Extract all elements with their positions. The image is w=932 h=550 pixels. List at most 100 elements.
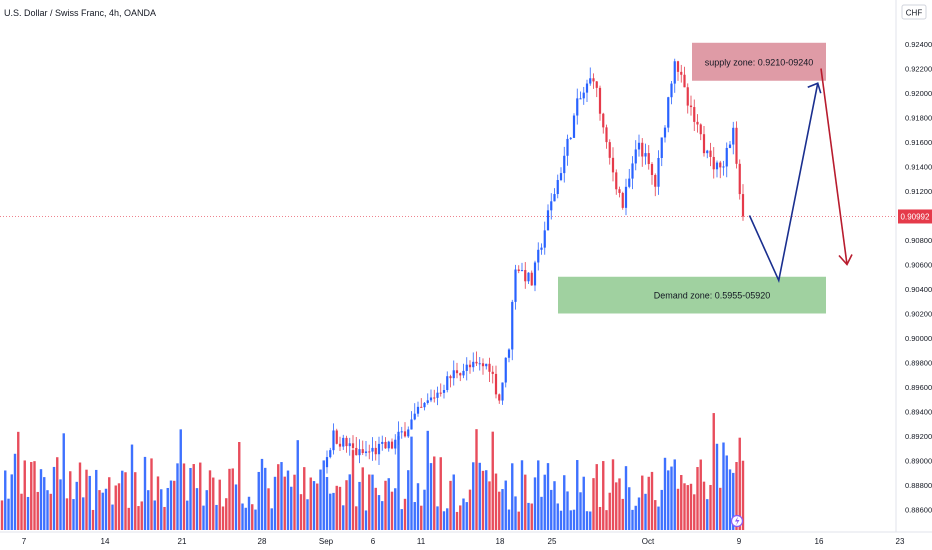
candle-body[interactable] — [582, 92, 585, 99]
currency-label[interactable]: CHF — [906, 9, 923, 18]
candle-body[interactable] — [728, 144, 732, 148]
candle-body[interactable] — [644, 153, 647, 157]
candle-body[interactable] — [533, 262, 537, 286]
candle-body[interactable] — [429, 397, 433, 401]
candle-body[interactable] — [325, 457, 329, 468]
candle-body[interactable] — [702, 134, 706, 154]
candle-body[interactable] — [455, 370, 459, 374]
candle-body[interactable] — [556, 180, 559, 195]
candle-body[interactable] — [598, 87, 602, 114]
candle-body[interactable] — [530, 272, 533, 286]
candle-body[interactable] — [615, 172, 618, 190]
candle-body[interactable] — [637, 142, 641, 150]
candle-body[interactable] — [722, 166, 725, 168]
candle-body[interactable] — [579, 98, 582, 100]
candle-body[interactable] — [494, 373, 498, 395]
candle-body[interactable] — [387, 441, 390, 449]
candle-body[interactable] — [663, 127, 667, 138]
candle-body[interactable] — [693, 107, 696, 122]
candle-body[interactable] — [413, 413, 416, 420]
candle-body[interactable] — [592, 78, 595, 82]
candle-body[interactable] — [735, 127, 738, 164]
candle-body[interactable] — [426, 400, 429, 403]
candle-body[interactable] — [390, 441, 394, 449]
supply-zone[interactable] — [692, 42, 826, 81]
candle-body[interactable] — [491, 371, 494, 374]
candle-body[interactable] — [550, 201, 553, 211]
candle-body[interactable] — [511, 301, 514, 350]
candle-body[interactable] — [624, 186, 628, 208]
candle-body[interactable] — [452, 370, 455, 379]
candle-body[interactable] — [686, 87, 689, 106]
candle-body[interactable] — [650, 164, 654, 175]
candle-body[interactable] — [475, 361, 478, 364]
candle-body[interactable] — [468, 364, 472, 368]
candle-body[interactable] — [634, 149, 637, 164]
candle-body[interactable] — [397, 431, 400, 440]
candle-body[interactable] — [741, 194, 745, 217]
candle-body[interactable] — [345, 437, 348, 447]
candle-body[interactable] — [498, 394, 501, 401]
candle-body[interactable] — [527, 272, 530, 282]
candle-body[interactable] — [667, 97, 670, 128]
candle-body[interactable] — [329, 450, 332, 458]
candle-body[interactable] — [384, 441, 387, 449]
candle-body[interactable] — [381, 441, 384, 444]
candle-body[interactable] — [462, 370, 465, 376]
candle-body[interactable] — [374, 447, 377, 455]
candle-body[interactable] — [355, 447, 358, 456]
candle-body[interactable] — [576, 98, 579, 116]
candle-body[interactable] — [485, 363, 488, 367]
candle-body[interactable] — [725, 147, 728, 167]
candle-body[interactable] — [423, 402, 426, 408]
candle-body[interactable] — [514, 269, 517, 302]
candle-body[interactable] — [706, 150, 709, 154]
candle-body[interactable] — [572, 115, 576, 138]
candle-body[interactable] — [712, 156, 715, 170]
candle-body[interactable] — [504, 357, 507, 383]
candle-body[interactable] — [699, 124, 702, 135]
candle-body[interactable] — [520, 270, 524, 272]
candle-body[interactable] — [660, 137, 663, 158]
candle-body[interactable] — [608, 142, 611, 158]
candle-body[interactable] — [641, 142, 644, 157]
candle-body[interactable] — [673, 61, 676, 84]
candle-body[interactable] — [543, 230, 546, 248]
candle-body[interactable] — [394, 439, 397, 449]
candle-body[interactable] — [732, 127, 735, 145]
candle-body[interactable] — [546, 210, 550, 231]
candle-body[interactable] — [358, 449, 361, 456]
candle-body[interactable] — [403, 431, 407, 437]
candle-body[interactable] — [589, 78, 592, 84]
candle-body[interactable] — [410, 419, 413, 430]
candle-body[interactable] — [439, 392, 442, 394]
candle-body[interactable] — [488, 363, 491, 372]
candle-body[interactable] — [605, 127, 608, 143]
candle-body[interactable] — [442, 390, 446, 393]
candle-body[interactable] — [472, 361, 475, 368]
candle-body[interactable] — [446, 376, 449, 391]
candle-body[interactable] — [433, 397, 436, 399]
candle-body[interactable] — [595, 81, 598, 88]
candle-body[interactable] — [537, 249, 540, 263]
candle-body[interactable] — [654, 174, 657, 187]
candle-body[interactable] — [377, 443, 381, 455]
candle-body[interactable] — [715, 162, 719, 170]
candle-body[interactable] — [683, 74, 686, 88]
candle-body[interactable] — [540, 247, 543, 250]
candle-body[interactable] — [332, 430, 335, 451]
candle-body[interactable] — [611, 157, 615, 173]
candle-body[interactable] — [400, 431, 403, 433]
candle-body[interactable] — [657, 157, 660, 187]
candle-body[interactable] — [481, 363, 485, 367]
candle-body[interactable] — [348, 443, 351, 447]
candle-body[interactable] — [709, 150, 712, 157]
candle-body[interactable] — [342, 437, 345, 447]
candle-body[interactable] — [524, 270, 527, 282]
candle-body[interactable] — [368, 451, 371, 453]
candle-body[interactable] — [465, 364, 468, 371]
candle-body[interactable] — [351, 443, 355, 448]
candle-body[interactable] — [436, 392, 439, 398]
candle-body[interactable] — [517, 269, 520, 271]
